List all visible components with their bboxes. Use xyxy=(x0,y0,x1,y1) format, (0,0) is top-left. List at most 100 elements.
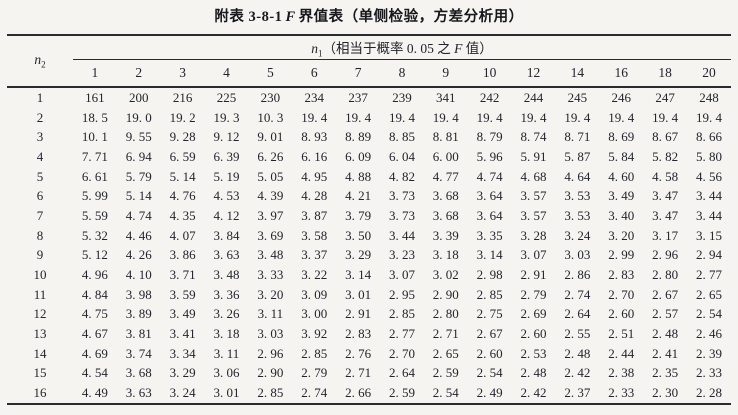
f-value-cell: 3. 86 xyxy=(169,247,196,263)
f-value-cell: 242 xyxy=(479,89,500,105)
f-value-cell: 3. 53 xyxy=(564,188,591,204)
f-value-cell: 3. 40 xyxy=(608,207,635,223)
f-value-cell: 2. 90 xyxy=(257,365,284,381)
f-value-cell: 5. 32 xyxy=(81,227,108,243)
f-value-cell: 19. 4 xyxy=(388,109,415,125)
f-value-cell: 4. 68 xyxy=(520,168,547,184)
f-value-cell: 4. 49 xyxy=(81,385,108,401)
f-value-cell: 4. 07 xyxy=(169,227,196,243)
row-header-n2: 14 xyxy=(33,345,47,361)
f-value-cell: 3. 47 xyxy=(652,207,679,223)
f-value-cell: 2. 64 xyxy=(564,306,591,322)
f-value-cell: 19. 0 xyxy=(125,109,152,125)
f-value-cell: 3. 68 xyxy=(432,207,459,223)
f-value-cell: 3. 34 xyxy=(169,345,196,361)
f-value-cell: 19. 4 xyxy=(696,109,723,125)
row-header-n2: 8 xyxy=(36,227,44,243)
f-value-cell: 3. 74 xyxy=(125,345,152,361)
f-value-cell: 2. 67 xyxy=(652,286,679,302)
f-value-cell: 4. 46 xyxy=(125,227,152,243)
f-value-cell: 19. 4 xyxy=(608,109,635,125)
f-value-cell: 2. 74 xyxy=(301,385,328,401)
title-prefix: 附表 3-8-1 xyxy=(214,9,283,25)
f-value-cell: 9. 01 xyxy=(257,129,284,145)
f-value-cell: 4. 75 xyxy=(81,306,108,322)
f-value-cell: 3. 84 xyxy=(213,227,240,243)
n2-symbol: n xyxy=(34,52,42,68)
n2-subscript: 2 xyxy=(41,59,46,70)
f-value-cell: 2. 91 xyxy=(345,306,372,322)
f-value-cell: 4. 88 xyxy=(345,168,372,184)
f-value-cell: 5. 14 xyxy=(169,168,196,184)
f-value-cell: 2. 99 xyxy=(608,247,635,263)
f-value-cell: 2. 39 xyxy=(696,345,723,361)
f-value-cell: 3. 57 xyxy=(520,207,547,223)
f-value-cell: 2. 77 xyxy=(388,326,415,342)
f-value-cell: 2. 85 xyxy=(388,306,415,322)
f-value-cell: 2. 71 xyxy=(432,326,459,342)
f-value-cell: 3. 29 xyxy=(345,247,372,263)
column-header: 1 xyxy=(91,65,99,80)
f-value-cell: 2. 80 xyxy=(652,267,679,283)
f-value-cell: 3. 87 xyxy=(301,207,328,223)
f-value-cell: 3. 24 xyxy=(169,385,196,401)
f-value-cell: 4. 95 xyxy=(301,168,328,184)
table-row: 15 4. 54 3. 68 3. 29 3. 06 2. 90 2. 79 2. 71 2. … xyxy=(7,364,731,384)
f-value-cell: 200 xyxy=(129,89,149,105)
table-row: 6 5. 99 5. 14 4. 76 4. 53 4. 39 4. 28 4. 21 3. 7… xyxy=(7,186,731,206)
table-row: 5 6. 61 5. 79 5. 14 5. 19 5. 05 4. 95 4. 88 4. 8… xyxy=(7,167,731,187)
f-value-cell: 4. 28 xyxy=(301,188,328,204)
f-value-cell: 3. 14 xyxy=(345,267,372,283)
f-value-cell: 19. 4 xyxy=(301,109,328,125)
table-row: 13 4. 67 3. 81 3. 41 3. 18 3. 03 3. 92 2. 83 2. … xyxy=(7,324,731,344)
f-value-cell: 4. 96 xyxy=(81,267,108,283)
f-value-cell: 2. 60 xyxy=(608,306,635,322)
f-value-cell: 2. 54 xyxy=(696,306,723,322)
f-value-cell: 2. 30 xyxy=(652,385,679,401)
column-header: 3 xyxy=(179,65,187,80)
f-value-cell: 19. 4 xyxy=(520,109,547,125)
f-value-cell: 237 xyxy=(348,89,368,105)
f-value-cell: 9. 12 xyxy=(213,129,240,145)
row-header-n2: 10 xyxy=(33,267,47,283)
row-header-n2: 6 xyxy=(36,188,44,204)
row-header-n2: 11 xyxy=(33,286,47,302)
f-value-cell: 2. 54 xyxy=(476,365,503,381)
f-value-cell: 244 xyxy=(523,89,544,105)
f-value-cell: 8. 93 xyxy=(301,129,328,145)
f-value-cell: 3. 59 xyxy=(169,286,196,302)
f-value-cell: 3. 81 xyxy=(125,326,152,342)
f-value-cell: 4. 76 xyxy=(169,188,196,204)
n1-symbol: n xyxy=(311,40,318,56)
f-value-cell: 3. 11 xyxy=(213,345,240,361)
f-value-cell: 8. 69 xyxy=(608,129,635,145)
f-value-cell: 10. 3 xyxy=(257,109,284,125)
f-value-cell: 3. 49 xyxy=(608,188,635,204)
f-value-cell: 246 xyxy=(611,89,631,105)
f-value-cell: 3. 20 xyxy=(257,286,284,302)
f-value-cell: 2. 96 xyxy=(652,247,679,263)
title-f-symbol: F xyxy=(285,9,296,25)
f-value-cell: 3. 36 xyxy=(213,286,240,302)
f-value-cell: 225 xyxy=(216,89,237,105)
f-value-cell: 2. 46 xyxy=(696,326,723,342)
f-value-cell: 5. 91 xyxy=(520,148,547,164)
f-value-cell: 2. 44 xyxy=(608,345,635,361)
f-value-cell: 10. 1 xyxy=(81,129,108,145)
table-row: 2 18. 5 19. 0 19. 2 19. 3 10. 3 19. 4 19. 4 19. … xyxy=(7,108,731,128)
f-value-cell: 2. 48 xyxy=(652,326,679,342)
table-head: n2 n1（相当于概率 0. 05 之 F 值） 1 2 3 4 5 6 7 8 9 10 12 14… xyxy=(7,35,731,87)
f-value-cell: 2. 76 xyxy=(345,345,372,361)
f-value-cell: 3. 98 xyxy=(125,286,152,302)
row-header-n2: 2 xyxy=(36,109,44,125)
f-value-cell: 3. 68 xyxy=(125,365,152,381)
f-value-cell: 3. 92 xyxy=(301,326,328,342)
f-value-cell: 2. 69 xyxy=(520,306,547,322)
f-value-cell: 3. 28 xyxy=(520,227,547,243)
f-value-cell: 230 xyxy=(260,89,281,105)
f-value-cell: 3. 44 xyxy=(696,207,723,223)
f-value-cell: 3. 18 xyxy=(213,326,240,342)
f-value-cell: 8. 79 xyxy=(476,129,503,145)
f-value-cell: 3. 47 xyxy=(652,188,679,204)
